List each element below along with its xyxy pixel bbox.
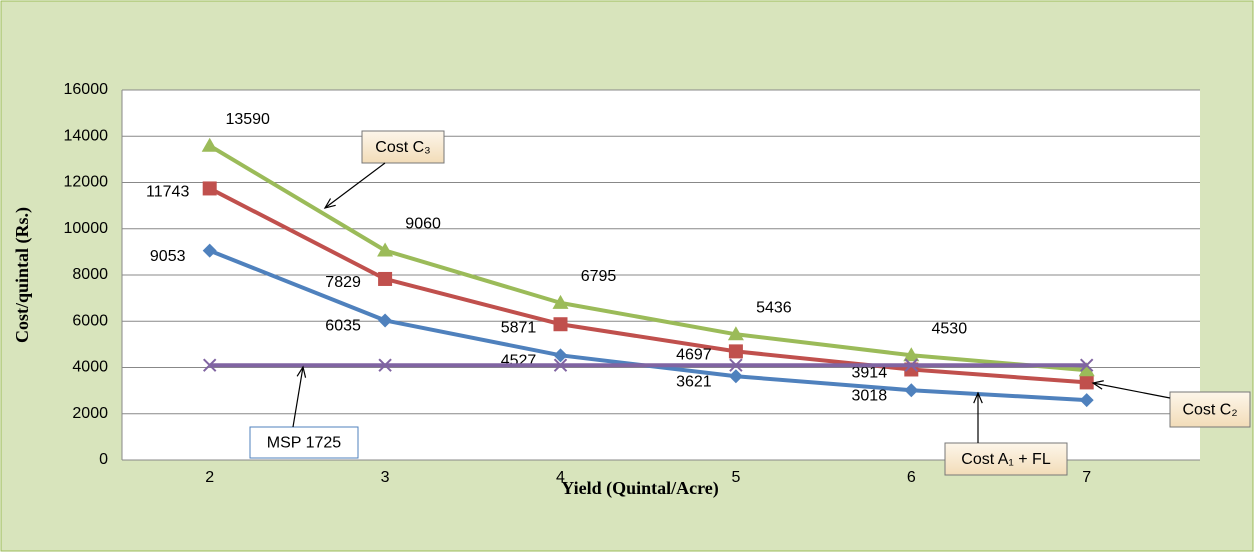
callout-arrowhead bbox=[296, 365, 307, 378]
y-tick-label: 16000 bbox=[64, 81, 109, 98]
callout-label: Cost C₂ bbox=[1182, 402, 1237, 419]
data-label: 4530 bbox=[932, 320, 968, 337]
x-tick-label: 6 bbox=[907, 469, 916, 486]
marker bbox=[377, 242, 394, 257]
data-label: 4697 bbox=[676, 347, 712, 364]
callout-box bbox=[944, 442, 1068, 476]
marker bbox=[1079, 375, 1094, 390]
data-label: 3018 bbox=[852, 387, 888, 404]
data-label: 6795 bbox=[581, 268, 617, 285]
callout-box bbox=[249, 426, 359, 459]
marker bbox=[729, 358, 743, 372]
marker bbox=[903, 347, 920, 362]
marker bbox=[553, 317, 568, 332]
callout-arrow bbox=[324, 162, 386, 209]
callout-label: Cost A₁ + FL bbox=[961, 451, 1051, 468]
data-label: 11743 bbox=[146, 184, 189, 201]
data-label: 5436 bbox=[756, 300, 792, 317]
x-tick-label: 3 bbox=[381, 469, 390, 486]
callout-arrowhead bbox=[323, 198, 336, 209]
marker bbox=[1078, 362, 1095, 377]
callout-box bbox=[361, 130, 445, 164]
marker bbox=[202, 358, 217, 372]
x-tick-label: 5 bbox=[731, 469, 740, 486]
marker bbox=[727, 326, 744, 341]
data-label: 9060 bbox=[405, 216, 441, 233]
x-tick-label: 4 bbox=[556, 469, 565, 486]
y-axis-title: Cost/quintal (Rs.) bbox=[12, 207, 33, 343]
marker bbox=[552, 294, 569, 309]
series-line bbox=[208, 144, 1087, 373]
data-label: 3621 bbox=[676, 373, 712, 390]
marker bbox=[1079, 358, 1094, 372]
callout-label: MSP 1725 bbox=[267, 435, 342, 452]
data-label: 7829 bbox=[325, 274, 361, 291]
y-tick-label: 12000 bbox=[64, 174, 109, 191]
callout-label: Cost C₃ bbox=[375, 139, 430, 156]
marker bbox=[553, 348, 568, 363]
x-tick-label: 2 bbox=[205, 469, 214, 486]
marker bbox=[904, 383, 919, 398]
marker bbox=[553, 358, 568, 372]
marker bbox=[202, 243, 217, 258]
callout-arrowhead bbox=[973, 391, 983, 404]
marker bbox=[728, 344, 743, 359]
marker bbox=[202, 181, 217, 196]
y-tick-label: 8000 bbox=[72, 266, 108, 283]
marker bbox=[378, 313, 393, 328]
y-tick-label: 10000 bbox=[64, 220, 109, 237]
marker bbox=[728, 369, 743, 384]
data-label: 5871 bbox=[501, 319, 537, 336]
data-label: 6035 bbox=[325, 318, 361, 335]
y-tick-label: 2000 bbox=[72, 405, 108, 422]
marker bbox=[378, 271, 393, 286]
y-tick-label: 0 bbox=[99, 451, 108, 468]
x-axis-title: Yield (Quintal/Acre) bbox=[561, 478, 718, 499]
data-label: 13590 bbox=[225, 111, 270, 128]
y-tick-label: 6000 bbox=[72, 312, 108, 329]
marker bbox=[1079, 393, 1094, 408]
callout-box bbox=[1169, 391, 1251, 428]
data-label: 9053 bbox=[150, 248, 186, 265]
callout-arrowhead bbox=[1091, 380, 1104, 390]
series-line bbox=[208, 186, 1087, 385]
y-tick-label: 4000 bbox=[72, 359, 108, 376]
callout-arrow bbox=[292, 366, 304, 428]
x-tick-label: 7 bbox=[1082, 469, 1091, 486]
y-tick-label: 14000 bbox=[64, 127, 109, 144]
marker bbox=[378, 358, 392, 372]
marker bbox=[201, 137, 218, 152]
marker bbox=[904, 358, 919, 372]
callout-arrow bbox=[1092, 382, 1171, 399]
data-label: 3914 bbox=[852, 365, 888, 382]
